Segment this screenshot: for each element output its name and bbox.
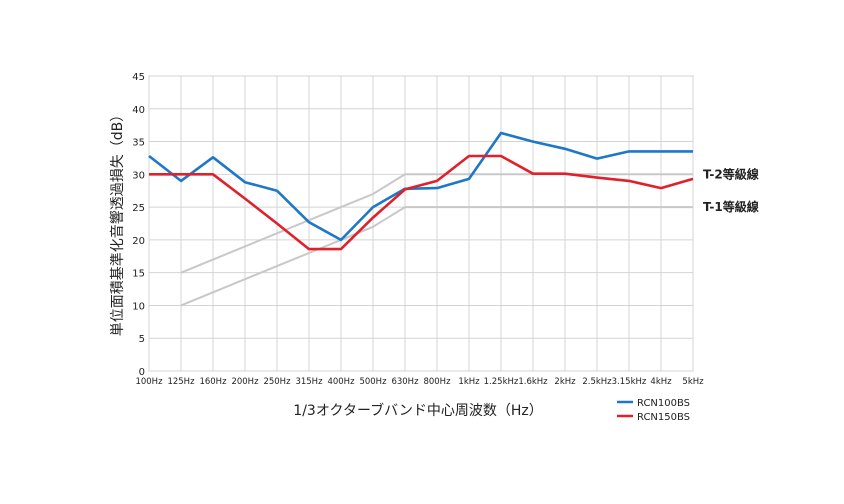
reference-line-2 — [180, 206, 693, 307]
y-tick-label: 35 — [132, 138, 145, 149]
x-tick-label: 400Hz — [327, 377, 355, 387]
legend-label: RCN150BS — [637, 412, 690, 423]
y-tick-label: 10 — [132, 301, 145, 312]
series-lines — [148, 131, 694, 251]
x-tick-label: 315Hz — [295, 377, 323, 387]
y-tick-label: 15 — [132, 269, 145, 280]
y-axis-title: 単位面積基準化音響透過損失（dB） — [109, 108, 126, 337]
x-tick-label: 250Hz — [263, 377, 291, 387]
grid — [148, 75, 694, 372]
x-tick-label: 500Hz — [359, 377, 387, 387]
x-tick-label: 160Hz — [199, 377, 227, 387]
x-tick-label: 1.25kHz — [484, 377, 519, 387]
reference-line-label: T-2等級線 — [703, 166, 759, 181]
x-tick-labels: 100Hz 125Hz 160Hz 200Hz 250Hz 315Hz 400Hz 500Hz… — [135, 377, 704, 387]
legend-label: RCN100BS — [637, 398, 690, 409]
y-tick-label: 30 — [132, 170, 145, 181]
y-tick-label: 20 — [132, 236, 145, 247]
x-tick-label: 1.6kHz — [518, 377, 548, 387]
series-line-RCN150BS — [149, 154, 694, 251]
reference-lines: T-2等級線 T-1等級線 — [180, 166, 759, 307]
legend: RCN100BS RCN150BS — [617, 398, 690, 423]
x-tick-label: 5kHz — [682, 377, 704, 387]
x-tick-label: 800Hz — [423, 377, 451, 387]
y-tick-labels: 0 5 10 15 20 25 30 35 40 45 — [132, 72, 145, 378]
x-tick-label: 4kHz — [650, 377, 672, 387]
x-tick-label: 200Hz — [231, 377, 259, 387]
x-tick-label: 2.5kHz — [582, 377, 612, 387]
reference-line-label: T-1等級線 — [703, 199, 759, 214]
y-tick-label: 45 — [132, 72, 145, 83]
x-tick-label: 1kHz — [458, 377, 480, 387]
x-tick-label: 2kHz — [554, 377, 576, 387]
x-axis-title: 1/3オクターブバンド中心周波数（Hz） — [293, 402, 542, 419]
x-tick-label: 100Hz — [135, 377, 163, 387]
x-tick-label: 125Hz — [167, 377, 195, 387]
reference-line-1 — [180, 173, 693, 274]
y-tick-label: 40 — [132, 105, 145, 116]
y-tick-label: 5 — [139, 334, 145, 345]
x-tick-label: 3.15kHz — [612, 377, 647, 387]
x-tick-label: 630Hz — [391, 377, 419, 387]
series-line-RCN100BS — [148, 131, 693, 242]
plot-frame — [148, 75, 694, 372]
y-tick-label: 25 — [132, 203, 145, 214]
y-tick-label: 0 — [139, 367, 145, 378]
